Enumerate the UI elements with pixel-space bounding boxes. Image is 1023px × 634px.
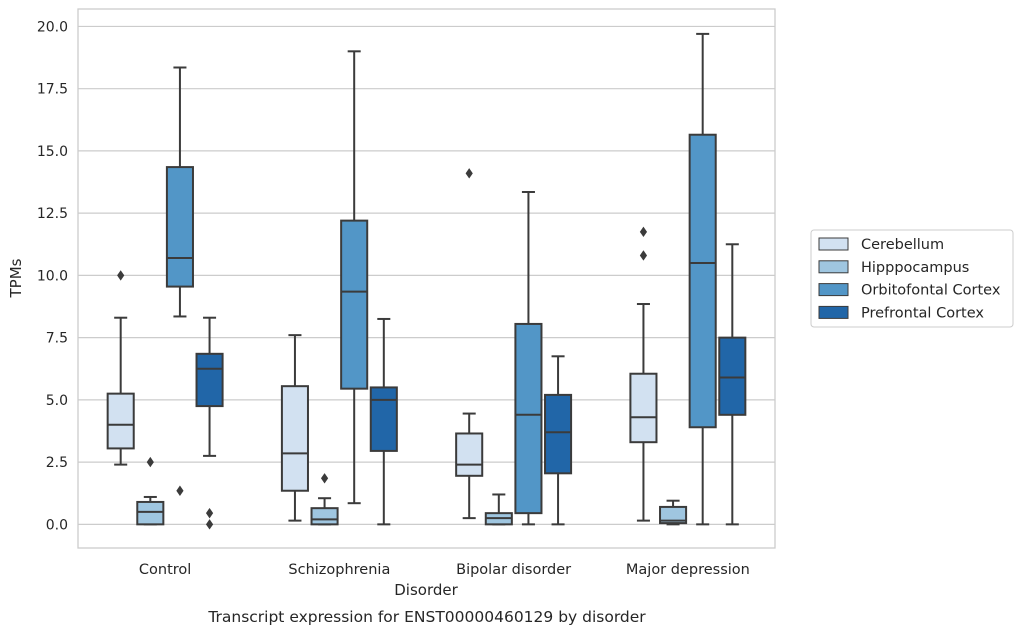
legend-swatch-hipppocampus (818, 260, 849, 274)
box-body (136, 500, 165, 526)
x-category-labels: Control Schizophrenia Bipolar disorder Majo… (139, 562, 750, 578)
outlier-point (205, 519, 214, 530)
outlier-point (639, 226, 648, 238)
box-hipppocampus-major-depression (659, 499, 688, 526)
box-cerebellum-major-depression (629, 226, 658, 522)
y-tick-label: 2.5 (46, 455, 68, 471)
box-body (280, 385, 309, 492)
box-cerebellum-bipolar-disorder (455, 168, 484, 520)
outlier-point (146, 456, 154, 468)
legend-label-prefrontal-cortex: Prefrontal Cortex (861, 305, 984, 321)
y-tick-label: 10.0 (37, 268, 68, 284)
x-axis-title: Disorder (394, 581, 458, 599)
box-body (106, 392, 135, 450)
box-plot-marks (106, 32, 747, 530)
box-cerebellum-schizophrenia (280, 334, 309, 522)
outlier-point (176, 485, 184, 496)
box-hipppocampus-control (136, 456, 165, 526)
box-prefrontal-cortex-schizophrenia (369, 317, 398, 526)
outlier-point (205, 507, 214, 519)
outlier-point (465, 168, 473, 179)
box-body (718, 336, 747, 416)
box-body (195, 352, 224, 408)
box-prefrontal-cortex-control (195, 316, 224, 530)
box-body (369, 386, 398, 452)
box-body (629, 372, 658, 444)
outlier-point (639, 250, 648, 261)
category-label-bipolar-disorder: Bipolar disorder (456, 562, 571, 578)
y-axis-title: TPMs (7, 258, 25, 298)
category-label-schizophrenia: Schizophrenia (288, 562, 390, 578)
y-tick-label: 7.5 (46, 331, 68, 347)
y-tick-label: 0.0 (46, 517, 68, 533)
box-orbitofontal-cortex-schizophrenia (340, 50, 369, 505)
legend: Cerebellum Hipppocampus Orbitofontal Corte… (810, 229, 1014, 328)
box-body (514, 322, 543, 515)
box-body (310, 507, 339, 526)
box-body (165, 166, 194, 288)
category-label-control: Control (139, 562, 191, 578)
legend-frame (810, 229, 1014, 328)
legend-label-hipppocampus: Hipppocampus (861, 260, 969, 276)
box-prefrontal-cortex-bipolar-disorder (544, 355, 573, 526)
box-body (544, 393, 573, 475)
box-body (455, 432, 484, 477)
legend-label-orbitofontal-cortex: Orbitofontal Cortex (861, 283, 1001, 299)
box-hipppocampus-bipolar-disorder (484, 493, 513, 526)
outlier-point (117, 270, 125, 281)
plot-frame (77, 8, 776, 549)
y-tick-label: 12.5 (37, 206, 68, 222)
box-orbitofontal-cortex-bipolar-disorder (514, 190, 543, 526)
outlier-point (320, 473, 329, 484)
y-tick-label: 17.5 (37, 82, 68, 98)
box-hipppocampus-schizophrenia (310, 473, 339, 526)
y-tick-label: 5.0 (46, 393, 68, 409)
chart-caption: Transcript expression for ENST0000046012… (207, 608, 646, 626)
box-orbitofontal-cortex-major-depression (688, 32, 717, 526)
box-body (659, 505, 688, 525)
y-tick-label: 20.0 (37, 19, 68, 35)
box-cerebellum-control (106, 270, 135, 466)
box-body (340, 219, 369, 390)
y-tick-label: 15.0 (37, 144, 68, 160)
category-label-major-depression: Major depression (626, 562, 750, 578)
legend-swatch-prefrontal-cortex (818, 305, 849, 319)
y-tick-labels: 0.0 2.5 5.0 7.5 10.0 12.5 15.0 17.5 20.0 (37, 19, 68, 533)
legend-label-cerebellum: Cerebellum (861, 237, 944, 253)
box-body (688, 133, 717, 429)
legend-swatch-orbitofontal-cortex (818, 283, 849, 297)
grid-lines (78, 25, 775, 525)
legend-swatch-cerebellum (818, 237, 849, 251)
box-prefrontal-cortex-major-depression (718, 243, 747, 526)
box-orbitofontal-cortex-control (165, 66, 194, 496)
